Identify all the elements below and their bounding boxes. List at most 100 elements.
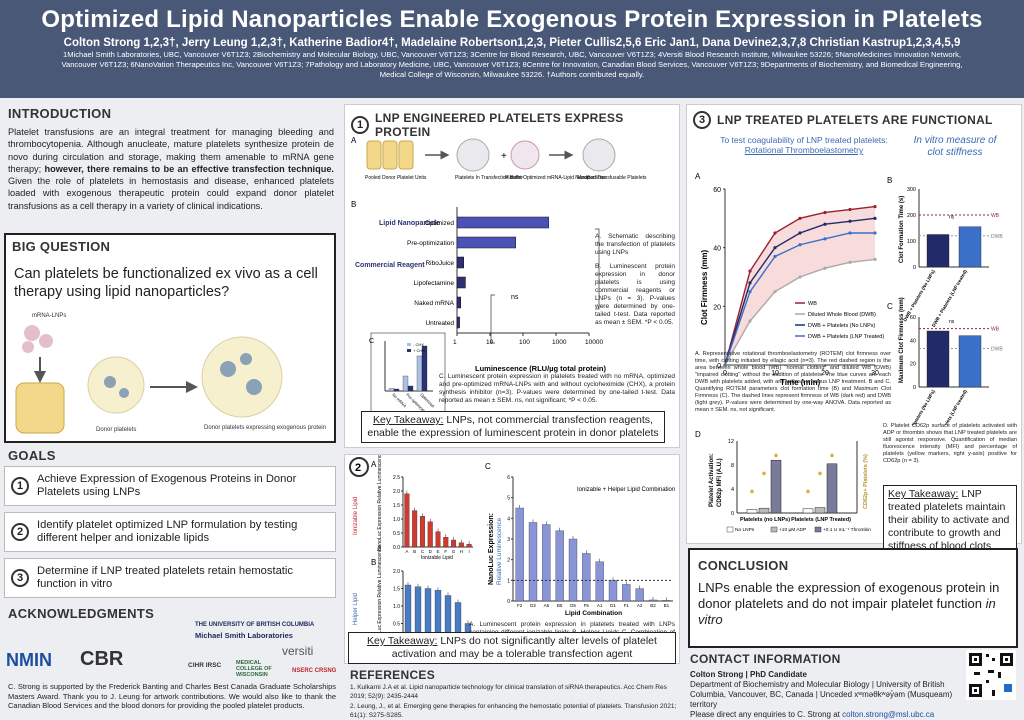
3c-wb-label: WB xyxy=(991,327,1000,333)
big-question-box: BIG QUESTION Can platelets be functional… xyxy=(4,233,336,443)
caption-3d: D. Platelet CD62p surface of platelets a… xyxy=(883,423,1017,464)
3c-category-label: DWB + Platelets (LNP treated) xyxy=(931,389,968,425)
2c-ytick-label: 0 xyxy=(507,599,510,605)
2a-bar xyxy=(419,516,425,548)
3a-point xyxy=(798,243,802,247)
2a-ytick-label: 0.5 xyxy=(393,531,400,537)
2a-category-label: D xyxy=(429,549,433,554)
3a-normal-range-area xyxy=(725,206,875,365)
2b-ytick-label: 1.0 xyxy=(393,604,400,610)
conclusion-text: LNPs enable the expression of exogenous … xyxy=(698,580,1000,627)
3a-point xyxy=(823,266,827,270)
key-takeaway-2: Key Takeaway: LNPs do not significantly … xyxy=(348,632,676,664)
3d-category-label: Platelets (no LNPs) xyxy=(740,517,790,523)
lnps-label: mRNA-LNPs xyxy=(32,313,66,319)
2a-bar xyxy=(435,531,441,548)
section-3-panel: 3 LNP TREATED PLATELETS ARE FUNCTIONAL T… xyxy=(686,104,1022,556)
3d-ylabel-1: Platelet Activation: xyxy=(709,453,715,507)
3a-point xyxy=(873,216,877,220)
2c-bar xyxy=(528,522,538,602)
svg-text:2: 2 xyxy=(355,462,361,474)
b1-category-label: Lipofectamine xyxy=(414,280,455,287)
2c-category-label: A1 xyxy=(597,603,603,608)
group-lnp-label: Lipid Nanoparticle xyxy=(379,220,440,227)
contact-title: CONTACT INFORMATION xyxy=(690,652,841,666)
references-list: 1. Kulkarni J.A et al. Lipid nanoparticl… xyxy=(350,684,678,720)
3a-point xyxy=(823,222,827,226)
3c-ytick-label: 0 xyxy=(913,385,916,391)
3d-percent-marker xyxy=(762,471,766,476)
3b-ytick-label: 300 xyxy=(907,187,916,193)
3c-bar xyxy=(958,335,982,388)
goal-item-2: 2 Identify platelet optimized LNP formula… xyxy=(4,512,336,552)
b1-bar xyxy=(456,236,516,249)
3a-legend-label: DWB + Platelets (No LNPs) xyxy=(808,323,876,329)
cihr-logo: CIHR IRSC xyxy=(188,662,222,669)
2a-ytick-label: 1.5 xyxy=(393,503,400,509)
b1-ns: ns xyxy=(511,294,519,301)
3a-point xyxy=(848,207,852,212)
3b-ns: ns xyxy=(949,215,955,221)
3c-bar xyxy=(926,330,950,388)
contact-email-link[interactable]: colton.strong@msl.ubc.ca xyxy=(842,710,935,719)
caption-3abc: A. Representative rotational thromboelas… xyxy=(695,351,891,413)
b1-category-label: RiboJuice xyxy=(425,260,454,267)
3b-wb-label: WB xyxy=(991,213,1000,219)
2c-bar xyxy=(595,561,604,602)
b1-xtick-label: 100 xyxy=(519,339,530,346)
1c-bar xyxy=(393,388,400,392)
3a-ytick-label: 0 xyxy=(717,363,721,370)
section-3-title: LNP TREATED PLATELETS ARE FUNCTIONAL xyxy=(717,113,993,127)
ubc-logo-text: THE UNIVERSITY OF BRITISH COLUMBIA xyxy=(195,622,315,628)
3a-point xyxy=(873,205,877,209)
3a-xlabel: Time (min) xyxy=(780,378,821,387)
section-number: 1 xyxy=(351,116,369,134)
svg-text:C: C xyxy=(369,338,374,345)
svg-text:D: D xyxy=(695,430,701,439)
3d-ytick-label: 12 xyxy=(728,439,734,445)
3b-ytick-label: 0 xyxy=(913,265,916,271)
2a-category-label: E xyxy=(436,549,439,554)
2c-ytick-label: 2 xyxy=(507,558,510,564)
2b-ylabel-2: NanoLuc Expression Relative Luminescence xyxy=(377,546,383,645)
b1-xtick-label: 1 xyxy=(453,339,457,346)
2c-xlabel: Lipid Combination xyxy=(565,610,622,617)
2c-category-label: A5 xyxy=(544,603,550,608)
3d-ytick-label: 0 xyxy=(731,511,734,517)
3a-xtick-label: 20 xyxy=(821,370,829,377)
nserc-logo: NSERC CRSNG xyxy=(292,668,337,674)
contact-dept: Department of Biochemistry and Molecular… xyxy=(690,680,953,709)
svg-text:+: + xyxy=(501,151,507,162)
big-question-title: BIG QUESTION xyxy=(12,239,111,254)
versiti-logo: versiti xyxy=(282,644,314,658)
2c-category-label: A2 xyxy=(637,603,643,608)
2a-ytick-label: 2.0 xyxy=(393,489,400,495)
ack-title: ACKNOWLEDGMENTS xyxy=(8,606,155,621)
3a-point xyxy=(823,210,827,215)
3d-bar xyxy=(758,507,770,514)
schematic-label-2: Platelets In Transfection Buffer xyxy=(455,175,523,181)
intro-title: INTRODUCTION xyxy=(8,106,112,121)
3c-ytick-label: 40 xyxy=(910,338,916,344)
3d-bar xyxy=(770,459,782,514)
2c-bar xyxy=(542,524,551,602)
subtitle-rotem: To test coagulability of LNP treated pla… xyxy=(720,135,888,155)
2a-bar xyxy=(412,510,418,548)
svg-text:B: B xyxy=(371,558,376,567)
goal-item-1: 1 Achieve Expression of Exogenous Protein… xyxy=(4,466,336,506)
2c-bar xyxy=(582,553,591,602)
caption-1b: B. Luminescent protein expression in don… xyxy=(595,263,675,326)
b1-bar xyxy=(456,316,460,329)
3a-point xyxy=(798,231,802,235)
goal-number: 3 xyxy=(11,569,29,587)
2a-category-label: B xyxy=(413,549,416,554)
1c-legend-swatch xyxy=(407,343,411,346)
section-1-title: LNP ENGINEERED PLATELETS EXPRESS PROTEIN xyxy=(375,111,624,139)
3b-ylabel: Clot Formation Time (s) xyxy=(899,196,905,263)
3a-point xyxy=(748,281,752,285)
2a-category-label: A xyxy=(405,549,408,554)
3a-point xyxy=(773,254,777,259)
cbr-logo: CBR xyxy=(80,648,124,670)
3a-ytick-label: 60 xyxy=(713,187,721,194)
2a-bar xyxy=(443,537,449,548)
